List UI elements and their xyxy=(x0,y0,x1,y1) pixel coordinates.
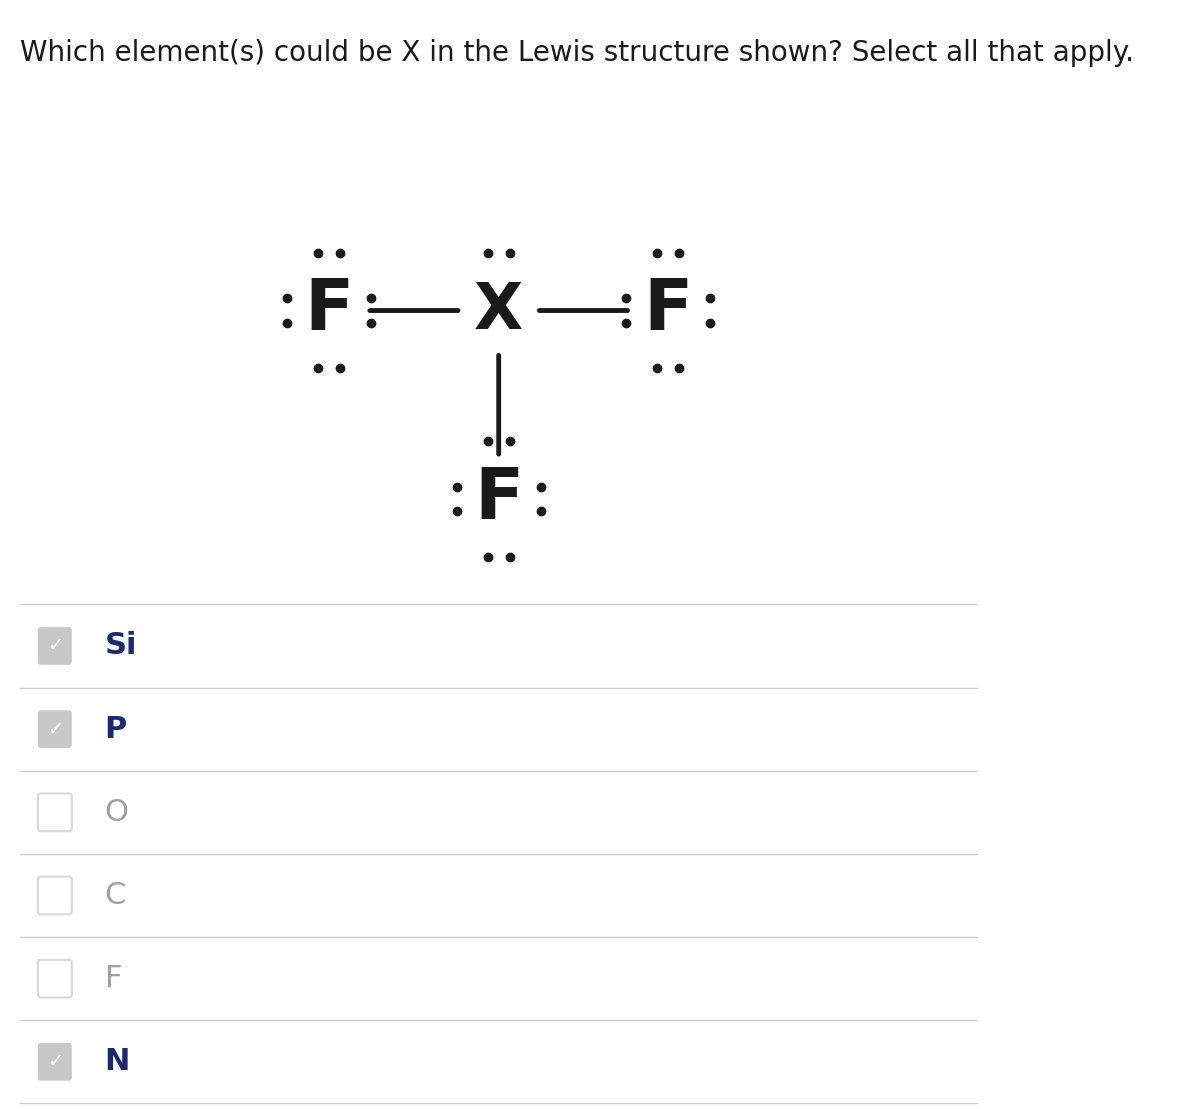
FancyBboxPatch shape xyxy=(38,628,72,664)
Text: ✓: ✓ xyxy=(47,720,64,739)
Text: ✓: ✓ xyxy=(47,637,64,655)
FancyBboxPatch shape xyxy=(38,876,72,914)
Text: Si: Si xyxy=(104,631,137,661)
Text: N: N xyxy=(104,1047,130,1077)
FancyBboxPatch shape xyxy=(38,793,72,832)
Text: F: F xyxy=(474,465,523,533)
Text: O: O xyxy=(104,797,128,827)
FancyBboxPatch shape xyxy=(38,959,72,998)
Text: Which element(s) could be X in the Lewis structure shown? Select all that apply.: Which element(s) could be X in the Lewis… xyxy=(20,39,1134,67)
Text: F: F xyxy=(643,276,692,345)
Text: F: F xyxy=(104,964,122,994)
FancyBboxPatch shape xyxy=(38,1042,72,1080)
FancyBboxPatch shape xyxy=(38,710,72,747)
Text: C: C xyxy=(104,881,126,910)
Text: X: X xyxy=(474,279,523,342)
Text: P: P xyxy=(104,714,127,744)
Text: ✓: ✓ xyxy=(47,1052,64,1071)
Text: F: F xyxy=(305,276,354,345)
